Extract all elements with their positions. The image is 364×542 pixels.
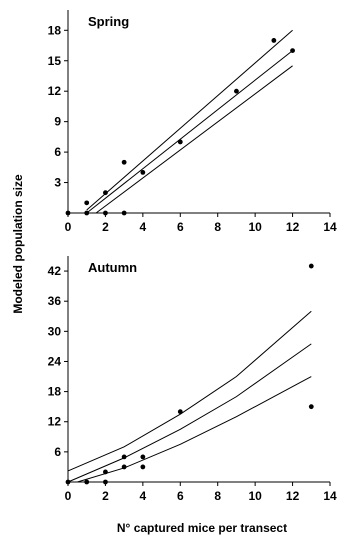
y-tick-label: 18 bbox=[48, 23, 62, 37]
y-tick-label: 15 bbox=[48, 54, 62, 68]
data-point bbox=[103, 469, 108, 475]
data-point bbox=[121, 454, 127, 460]
y-tick-label: 42 bbox=[48, 264, 62, 278]
data-point bbox=[290, 48, 295, 53]
data-point bbox=[103, 479, 108, 485]
fit-line-upper bbox=[86, 29, 293, 211]
data-point bbox=[140, 464, 146, 470]
data-point bbox=[308, 263, 314, 269]
data-point bbox=[177, 409, 183, 415]
data-point bbox=[84, 479, 90, 485]
x-tick-label: 14 bbox=[323, 489, 337, 503]
data-point bbox=[103, 210, 108, 216]
spring-panel: 0 2 4 6 8 10 12 14 3 6 9 12 15 18 Spring bbox=[48, 10, 337, 234]
data-point bbox=[308, 404, 314, 410]
panel-label: Autumn bbox=[88, 260, 137, 275]
x-tick-label: 10 bbox=[248, 489, 262, 503]
data-point bbox=[271, 38, 277, 43]
y-tick-label: 6 bbox=[54, 145, 61, 159]
fit-line-lower bbox=[95, 65, 293, 214]
fit-line-fit bbox=[86, 50, 293, 214]
fit-line-lower bbox=[77, 376, 312, 483]
fit-line-fit bbox=[67, 343, 312, 483]
data-point bbox=[177, 139, 183, 145]
x-axis-label: N° captured mice per transect bbox=[117, 521, 287, 535]
data-point bbox=[65, 210, 71, 216]
x-tick-label: 6 bbox=[177, 489, 184, 503]
x-tick-label: 6 bbox=[177, 220, 184, 234]
y-tick-label: 30 bbox=[48, 324, 62, 338]
x-tick-label: 8 bbox=[214, 489, 221, 503]
x-tick-label: 2 bbox=[102, 489, 109, 503]
data-point bbox=[234, 88, 239, 94]
y-tick-label: 9 bbox=[54, 115, 61, 129]
x-tick-label: 8 bbox=[214, 220, 221, 234]
x-tick-label: 0 bbox=[65, 489, 72, 503]
fit-line-upper bbox=[67, 310, 312, 472]
x-tick-label: 0 bbox=[65, 220, 72, 234]
x-tick-label: 4 bbox=[140, 489, 147, 503]
x-tick-label: 10 bbox=[248, 220, 262, 234]
y-tick-label: 12 bbox=[48, 415, 62, 429]
x-tick-label: 4 bbox=[140, 220, 147, 234]
data-point bbox=[84, 210, 90, 216]
data-point bbox=[65, 479, 71, 485]
x-tick-label: 2 bbox=[102, 220, 109, 234]
x-tick-label: 14 bbox=[323, 220, 337, 234]
data-point bbox=[140, 170, 146, 175]
data-point bbox=[121, 210, 127, 216]
x-tick-label: 12 bbox=[286, 220, 300, 234]
y-tick-label: 18 bbox=[48, 385, 62, 399]
data-point bbox=[103, 190, 108, 196]
y-tick-label: 6 bbox=[54, 445, 61, 459]
y-tick-label: 36 bbox=[48, 294, 62, 308]
data-point bbox=[140, 454, 146, 460]
x-tick-label: 12 bbox=[286, 489, 300, 503]
data-point bbox=[84, 200, 90, 206]
y-tick-label: 24 bbox=[48, 354, 62, 368]
data-point bbox=[121, 464, 127, 470]
y-tick-label: 3 bbox=[54, 176, 61, 190]
y-tick-label: 12 bbox=[48, 84, 62, 98]
y-axis-label: Modeled population size bbox=[11, 174, 25, 314]
data-point bbox=[121, 159, 127, 165]
panel-label: Spring bbox=[88, 14, 129, 29]
